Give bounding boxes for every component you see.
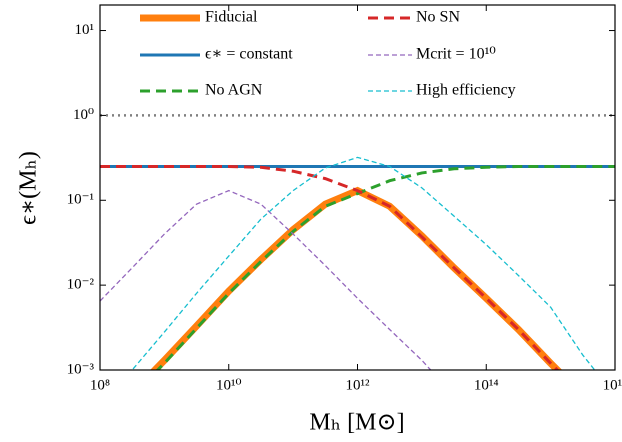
y-tick-label: 10⁻²	[67, 277, 95, 293]
x-axis-label: Mₕ [M⊙]	[309, 410, 404, 436]
y-tick-label: 10⁻¹	[67, 192, 94, 208]
legend-label: Fiducial	[205, 9, 258, 26]
series-line	[131, 156, 596, 370]
legend-label: No SN	[416, 9, 460, 26]
x-tick-label: 10¹⁰	[216, 377, 242, 393]
legend-label: High efficiency	[416, 82, 516, 99]
y-tick-label: 10⁻³	[67, 361, 95, 377]
x-tick-label: 10¹²	[346, 377, 370, 393]
legend-label: No AGN	[205, 82, 263, 99]
y-tick-label: 10¹	[75, 22, 95, 38]
series-line	[150, 186, 563, 370]
legend-label: ϵ∗ = constant	[205, 46, 293, 63]
series-line	[155, 165, 615, 370]
series-line	[100, 165, 560, 370]
plot-area	[100, 114, 615, 370]
legend-label: Mcrit = 10¹⁰	[416, 46, 496, 63]
y-axis-label: ϵ∗(Mₕ)	[16, 151, 42, 225]
x-tick-label: 10¹⁴	[474, 377, 499, 393]
series-line	[100, 189, 432, 370]
x-tick-label: 10¹⁶	[603, 377, 622, 393]
x-tick-label: 10⁸	[90, 377, 110, 393]
y-tick-label: 10⁰	[73, 107, 94, 123]
